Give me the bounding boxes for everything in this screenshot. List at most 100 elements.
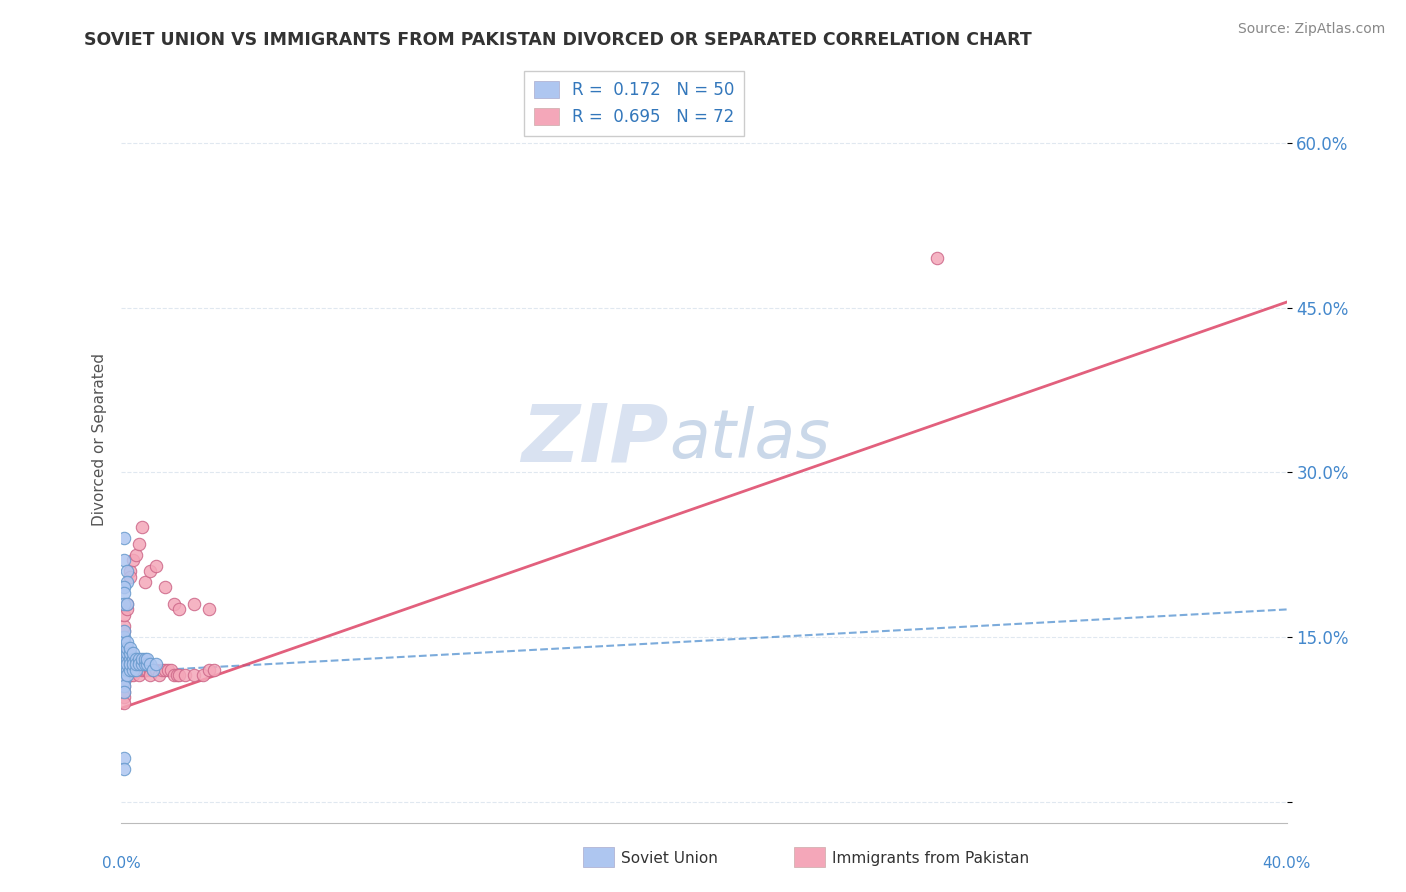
Point xyxy=(122,663,145,677)
Point xyxy=(142,663,165,677)
Text: 0.0%: 0.0% xyxy=(101,856,141,871)
Point xyxy=(112,646,135,660)
Point xyxy=(197,663,219,677)
Point xyxy=(139,564,162,578)
Point xyxy=(183,597,205,611)
Point xyxy=(115,652,138,666)
Point xyxy=(115,663,138,677)
Point xyxy=(169,602,191,616)
Point xyxy=(112,597,135,611)
Point xyxy=(115,597,138,611)
Point xyxy=(112,685,135,699)
Point xyxy=(115,657,138,672)
Point xyxy=(112,531,135,545)
Point xyxy=(115,646,138,660)
Point xyxy=(112,668,135,682)
Point xyxy=(183,668,205,682)
Point xyxy=(118,640,141,655)
Point xyxy=(112,635,135,649)
Point xyxy=(115,574,138,589)
Point xyxy=(128,657,150,672)
Point xyxy=(136,652,159,666)
Point xyxy=(115,668,138,682)
Point xyxy=(142,663,165,677)
Point xyxy=(115,652,138,666)
Point xyxy=(112,619,135,633)
Point xyxy=(134,657,156,672)
Point xyxy=(128,663,150,677)
Point xyxy=(156,663,179,677)
Point xyxy=(112,657,135,672)
Point xyxy=(115,668,138,682)
Point xyxy=(125,652,148,666)
Point xyxy=(115,646,138,660)
Point xyxy=(112,581,135,595)
Point xyxy=(145,657,167,672)
Point xyxy=(131,663,153,677)
Point xyxy=(122,657,145,672)
Point xyxy=(112,690,135,705)
Point xyxy=(118,668,141,682)
Point xyxy=(112,673,135,688)
Point xyxy=(115,564,138,578)
Point xyxy=(163,597,186,611)
Point xyxy=(122,657,145,672)
Point xyxy=(128,536,150,550)
Point xyxy=(122,663,145,677)
Text: atlas: atlas xyxy=(669,407,830,472)
Point xyxy=(125,657,148,672)
Point xyxy=(134,657,156,672)
Point xyxy=(112,607,135,622)
Text: 40.0%: 40.0% xyxy=(1263,856,1310,871)
Point xyxy=(174,668,197,682)
Point xyxy=(112,624,135,639)
Point xyxy=(122,646,145,660)
Point xyxy=(122,652,145,666)
Point xyxy=(118,657,141,672)
Point xyxy=(163,668,186,682)
Point xyxy=(125,657,148,672)
Point xyxy=(125,663,148,677)
Point xyxy=(150,663,173,677)
Point xyxy=(153,581,176,595)
Point xyxy=(112,640,135,655)
Point xyxy=(131,657,153,672)
Point xyxy=(145,558,167,573)
Legend: R =  0.172   N = 50, R =  0.695   N = 72: R = 0.172 N = 50, R = 0.695 N = 72 xyxy=(523,71,744,136)
Point xyxy=(139,657,162,672)
Point xyxy=(148,668,170,682)
Point xyxy=(118,657,141,672)
Point xyxy=(191,668,214,682)
Point xyxy=(128,657,150,672)
Point xyxy=(112,750,135,764)
Point xyxy=(112,646,135,660)
Point xyxy=(112,696,135,710)
Point xyxy=(131,520,153,534)
Point xyxy=(118,652,141,666)
Point xyxy=(112,553,135,567)
Point xyxy=(166,668,188,682)
Point xyxy=(118,646,141,660)
Point xyxy=(112,762,135,776)
Point xyxy=(112,679,135,693)
Point xyxy=(112,673,135,688)
Point xyxy=(112,586,135,600)
Point xyxy=(204,663,226,677)
Point xyxy=(145,663,167,677)
Point xyxy=(118,652,141,666)
Point xyxy=(112,679,135,693)
Point xyxy=(136,657,159,672)
Point xyxy=(131,657,153,672)
Point xyxy=(128,668,150,682)
Point xyxy=(112,657,135,672)
Point xyxy=(115,640,138,655)
Point xyxy=(122,553,145,567)
Text: Immigrants from Pakistan: Immigrants from Pakistan xyxy=(832,851,1029,865)
Point xyxy=(134,652,156,666)
Text: Soviet Union: Soviet Union xyxy=(621,851,718,865)
Point xyxy=(115,657,138,672)
Point xyxy=(197,602,219,616)
Point xyxy=(925,251,948,265)
Point xyxy=(112,630,135,644)
Point xyxy=(112,663,135,677)
